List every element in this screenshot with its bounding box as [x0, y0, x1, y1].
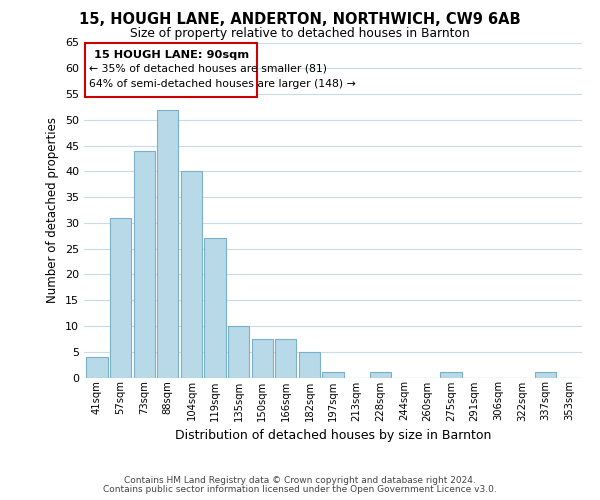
Bar	[205, 238, 226, 378]
Text: 64% of semi-detached houses are larger (148) →: 64% of semi-detached houses are larger (…	[89, 78, 355, 88]
Text: Contains public sector information licensed under the Open Government Licence v3: Contains public sector information licen…	[103, 485, 497, 494]
Text: 15, HOUGH LANE, ANDERTON, NORTHWICH, CW9 6AB: 15, HOUGH LANE, ANDERTON, NORTHWICH, CW9…	[79, 12, 521, 28]
Text: 15 HOUGH LANE: 90sqm: 15 HOUGH LANE: 90sqm	[94, 50, 249, 60]
Bar	[228, 326, 249, 378]
Bar	[322, 372, 344, 378]
Bar	[157, 110, 178, 378]
Bar	[86, 357, 107, 378]
Bar	[370, 372, 391, 378]
Bar	[275, 339, 296, 378]
FancyBboxPatch shape	[85, 42, 257, 96]
Bar	[181, 172, 202, 378]
Text: Size of property relative to detached houses in Barnton: Size of property relative to detached ho…	[130, 28, 470, 40]
Bar	[110, 218, 131, 378]
Text: Contains HM Land Registry data © Crown copyright and database right 2024.: Contains HM Land Registry data © Crown c…	[124, 476, 476, 485]
Bar	[440, 372, 461, 378]
Text: ← 35% of detached houses are smaller (81): ← 35% of detached houses are smaller (81…	[89, 63, 327, 73]
Bar	[535, 372, 556, 378]
Bar	[251, 339, 273, 378]
Y-axis label: Number of detached properties: Number of detached properties	[46, 117, 59, 303]
Bar	[299, 352, 320, 378]
Bar	[134, 150, 155, 378]
X-axis label: Distribution of detached houses by size in Barnton: Distribution of detached houses by size …	[175, 429, 491, 442]
